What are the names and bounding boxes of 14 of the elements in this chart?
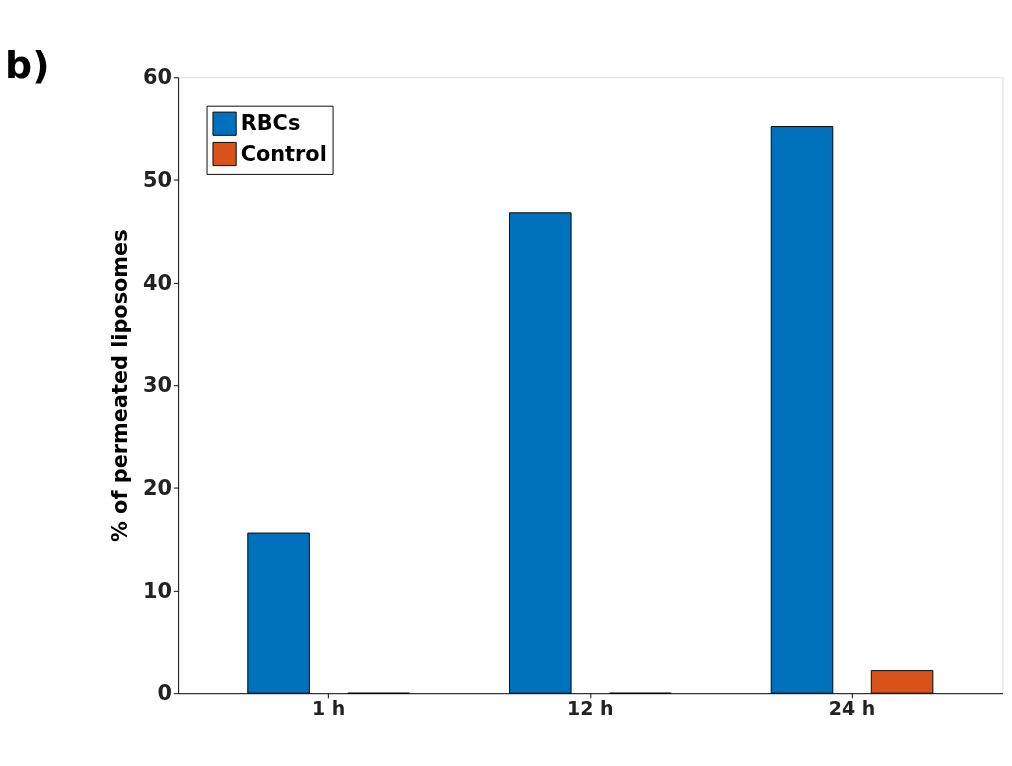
text: b) [5,43,50,88]
x-tick-label: 24 h [828,697,876,720]
y-tick-label: 50 [142,168,172,193]
y-tick-label: 20 [142,476,172,500]
legend-label: RBCs [240,111,301,136]
legend-label: Control [240,141,327,166]
x-tick-label: 1 h [311,697,346,720]
x-tick-label: 12 h [567,697,614,720]
y-tick-label: 10 [142,578,172,603]
y-axis-title: % of permeated liposomes [107,229,132,543]
y-tick-label: 30 [142,373,172,398]
y-tick-label: 60 [142,65,172,90]
y-tick-label: 40 [142,270,172,295]
y-tick-label: 0 [157,681,172,706]
